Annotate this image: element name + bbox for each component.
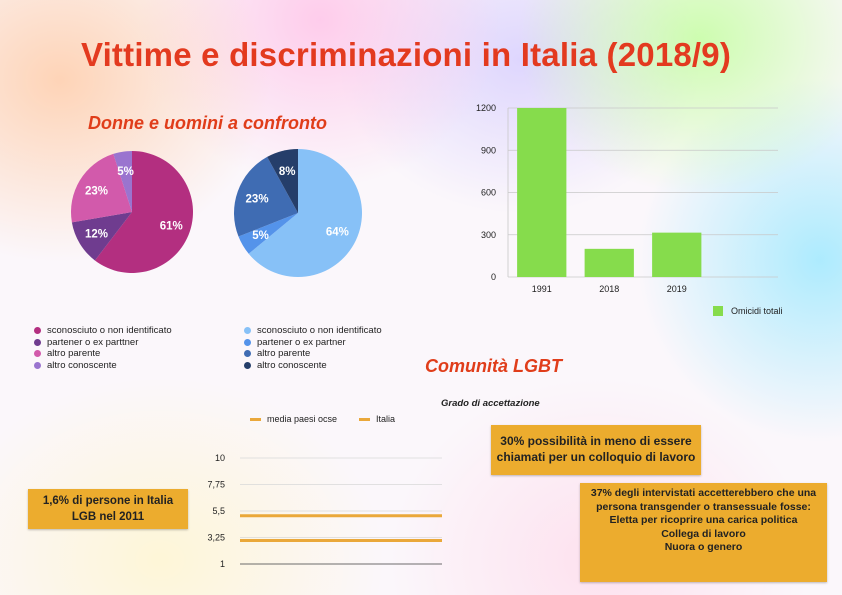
pie-chart-women: 61% 12% 23% 5%	[71, 151, 193, 273]
info-box-transgender: 37% degli intervistati accetterebbero ch…	[580, 483, 827, 582]
men-legend-item: partener o ex partner	[244, 337, 382, 349]
pie-men-slice-2	[238, 213, 298, 254]
line-ytick-label: 10	[215, 453, 225, 463]
pie-men-slice-3	[234, 156, 298, 237]
legend-dot	[244, 338, 251, 346]
bar-chart-omicidi: 0 300 600 900 1200 1991 2018 2019	[476, 103, 778, 294]
pie-men-slice-label-2: 5%	[252, 230, 269, 242]
legend-swatch	[713, 306, 723, 316]
pie-women-slice-label-4: 5%	[117, 166, 134, 178]
legend-dot	[34, 361, 41, 369]
pie-men-slice-label-1: 64%	[326, 227, 349, 239]
legend-label: altro parente	[257, 348, 311, 360]
legend-label: altro parente	[47, 348, 101, 360]
bar-ytick-label: 0	[491, 272, 496, 282]
bar-xtick-label: 1991	[532, 284, 552, 294]
legend-dot	[244, 361, 251, 369]
info-line: 1,6% di persone in Italia	[42, 495, 174, 507]
legend-label: sconosciuto o non identificato	[47, 325, 172, 337]
legend-women: sconosciuto o non identificato partener o…	[34, 325, 172, 371]
legend-dot	[34, 350, 41, 358]
legend-label-omicidi: Omicidi totali	[731, 306, 783, 316]
legend-dot	[34, 338, 41, 346]
men-legend-item: sconosciuto o non identificato	[244, 325, 382, 337]
page-title: Vittime e discriminazioni in Italia (201…	[80, 36, 732, 73]
legend-label: altro conoscente	[257, 359, 327, 371]
pie-men-slice-4	[267, 149, 298, 213]
line-ytick-label: 1	[220, 559, 225, 569]
pie-chart-men: 64% 5% 23% 8%	[234, 149, 362, 277]
legend-item-italia: Italia	[359, 414, 395, 424]
bar-ytick-label: 900	[481, 145, 496, 155]
bar-2018	[584, 248, 634, 277]
line-chart-legend: media paesi ocse Italia	[250, 414, 417, 424]
pie-women-slice-label-1: 61%	[160, 220, 183, 232]
legend-label-italia: Italia	[376, 414, 396, 424]
women-legend-item: sconosciuto o non identificato	[34, 325, 172, 337]
women-legend-item: altro conoscente	[34, 360, 172, 372]
bar-xtick-label: 2019	[667, 284, 687, 294]
legend-label: partener o ex partner	[257, 336, 346, 348]
line-ytick-label: 5,5	[212, 506, 225, 516]
legend-label: sconosciuto o non identificato	[257, 325, 382, 337]
bar-chart-legend: Omicidi totali	[713, 306, 783, 316]
bar-ytick-label: 600	[481, 188, 496, 198]
legend-dot	[244, 350, 251, 358]
legend-dot	[34, 327, 41, 335]
pie-women-slice-label-2: 12%	[85, 228, 108, 240]
info-box-colloquio: 30% possibilità in meno di essere chiama…	[491, 425, 701, 475]
pie-men-slice-label-3: 23%	[246, 193, 269, 205]
bar-ytick-label: 1200	[476, 103, 496, 113]
info-line: LGB nel 2011	[71, 511, 145, 523]
pie-women-slice-label-3: 23%	[85, 186, 108, 198]
legend-line-swatch	[359, 417, 371, 421]
legend-line-swatch	[250, 417, 261, 421]
subheading-women-men: Donne e uomini a confronto	[88, 113, 327, 133]
legend-label: partener o ex parttner	[47, 336, 139, 348]
women-legend-item: partener o ex parttner	[34, 337, 172, 349]
info-line: 30% possibilità in meno di essere	[500, 434, 692, 448]
info-box-lgb: 1,6% di persone in Italia LGB nel 2011	[28, 489, 188, 529]
pie-women-slice-1	[94, 151, 193, 273]
info-line: persona transgender o transessuale fosse…	[596, 500, 811, 513]
legend-dot	[244, 327, 251, 335]
info-line: Collega di lavoro	[661, 527, 746, 540]
line-ytick-label: 3,25	[207, 533, 225, 543]
line-ytick-label: 7,75	[207, 480, 225, 490]
line-chart-accettazione: 10 7,75 5,5 3,25 1	[207, 453, 442, 569]
men-legend-item: altro parente	[244, 348, 382, 360]
men-legend-item: altro conoscente	[244, 360, 382, 372]
bar-2019	[652, 232, 702, 277]
info-line: 37% degli intervistati accetterebbero ch…	[590, 487, 817, 499]
legend-men: sconosciuto o non identificato partener o…	[244, 325, 382, 371]
legend-item-ocse: media paesi ocse	[250, 414, 337, 424]
women-legend-item: altro parente	[34, 348, 172, 360]
legend-label-ocse: media paesi ocse	[267, 414, 338, 424]
bar-ytick-label: 300	[481, 230, 496, 240]
line-chart-title: Grado di accettazione	[441, 398, 540, 409]
info-line: Nuora o genero	[664, 541, 743, 553]
pie-women-slice-3	[71, 153, 132, 223]
subheading-lgbt: Comunità LGBT	[425, 356, 562, 376]
bar-xtick-label: 2018	[599, 284, 619, 294]
pie-women-slice-2	[71, 212, 132, 261]
bar-1991	[517, 108, 567, 277]
legend-label: altro conoscente	[47, 359, 117, 371]
info-line: chiamati per un colloquio di lavoro	[496, 450, 696, 464]
pie-women-slice-4	[113, 151, 132, 212]
pie-men-slice-label-4: 8%	[279, 166, 296, 178]
info-line: Eletta per ricoprire una carica politica	[609, 514, 798, 526]
pie-men-slice-1	[248, 149, 362, 277]
